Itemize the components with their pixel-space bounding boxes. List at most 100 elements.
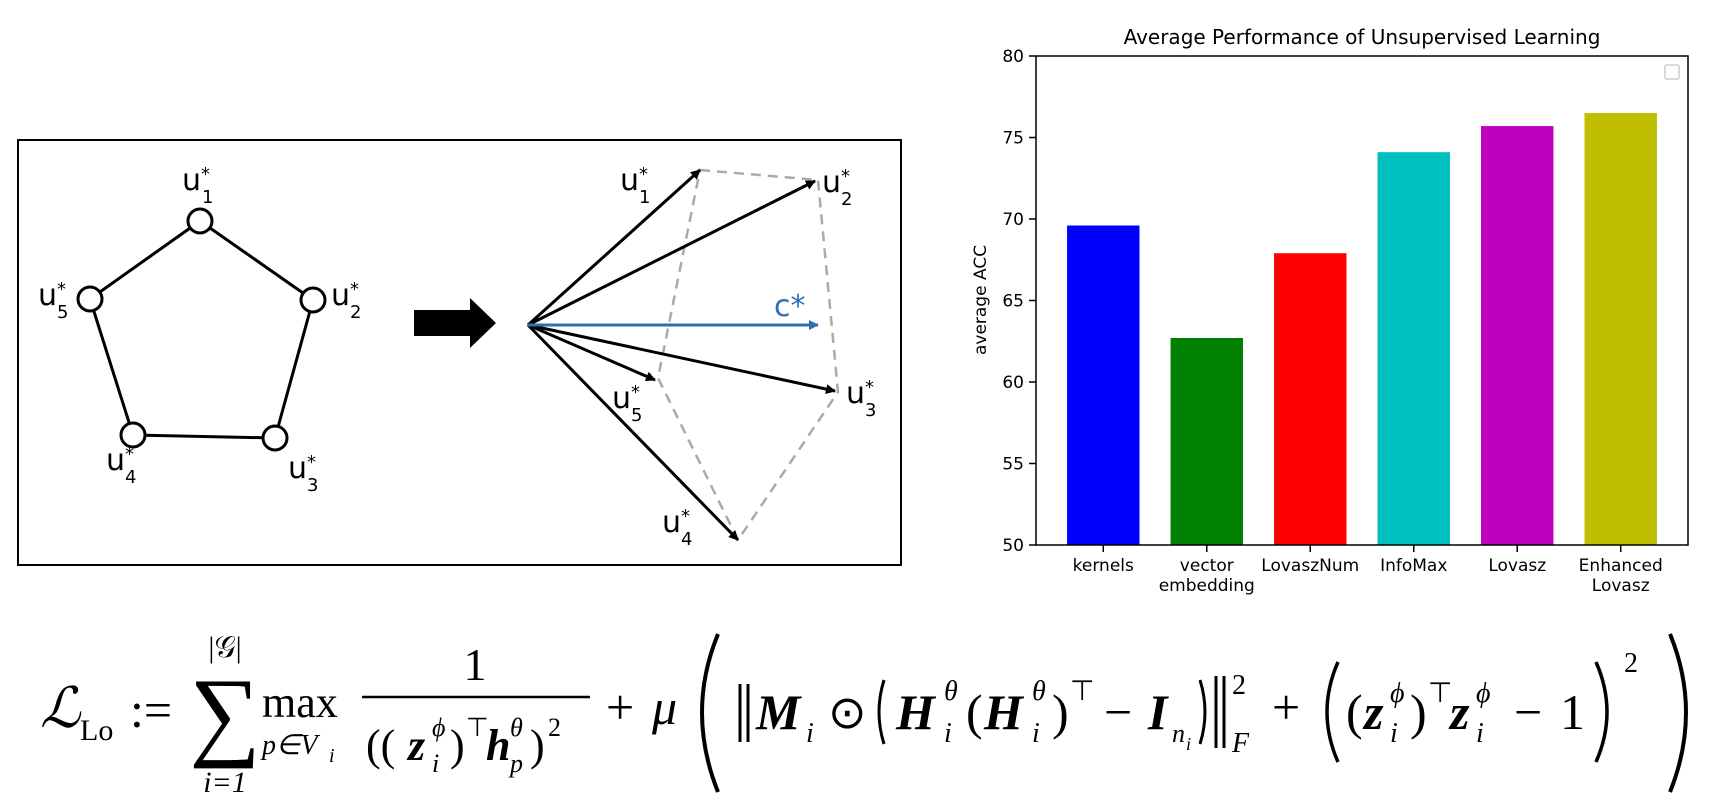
x-tick-label: kernels (1073, 556, 1134, 576)
bar-lovasz (1481, 126, 1554, 545)
vector-u3 (527, 323, 836, 394)
formula-norm-term: M i ⊙ H θ i ( H θ i ) ⊤ − I n i (738, 676, 1226, 754)
y-tick-label: 60 (1002, 373, 1024, 393)
formula-denominator: (( z ϕ i ) ⊤ h θ p ) 2 (366, 713, 561, 778)
svg-text:θ: θ (944, 676, 958, 707)
svg-text:i: i (1390, 718, 1398, 749)
formula-max-sub-i: i (329, 745, 335, 767)
formula-lhs: ℒ (40, 678, 82, 740)
label-u1: u* (182, 163, 210, 198)
vlabel-u2: u* (822, 165, 850, 200)
chart-title: Average Performance of Unsupervised Lear… (1124, 25, 1601, 49)
label-u1-sub: 1 (202, 187, 213, 208)
formula-max: max (262, 678, 338, 727)
vlabel-u1-sub: 1 (639, 187, 650, 208)
y-tick-label: 65 (1002, 292, 1024, 312)
y-axis-label: average ACC (971, 245, 991, 355)
node-u1 (186, 207, 214, 235)
label-u3: u* (288, 451, 316, 486)
svg-text:θ: θ (510, 713, 523, 742)
bar-vector-embedding (1170, 337, 1243, 545)
vlabel-c: c* (774, 289, 806, 324)
vlabel-u3-sub: 3 (865, 400, 876, 421)
svg-text:ϕ: ϕ (1476, 678, 1491, 709)
svg-text:): ) (1052, 684, 1069, 740)
pentagon-graph (88, 219, 315, 440)
svg-text:ϕ: ϕ (432, 713, 445, 742)
x-tick-label: InfoMax (1380, 556, 1447, 576)
diagram-frame (17, 139, 902, 566)
vector-u5 (527, 323, 656, 382)
bar-enhanced-lovasz (1584, 113, 1657, 546)
y-tick-label: 75 (1002, 129, 1024, 149)
formula-unit-norm-term: ( z ϕ i ) ⊤ z ϕ i − 1 (1346, 678, 1585, 749)
svg-text:ϕ: ϕ (1390, 678, 1405, 709)
svg-text:): ) (530, 721, 545, 770)
node-u2 (299, 286, 327, 314)
svg-text:p: p (508, 749, 523, 778)
formula-assign: := (130, 682, 172, 738)
transform-arrow (414, 298, 496, 348)
svg-text:1: 1 (1560, 684, 1585, 740)
svg-text:I: I (1147, 684, 1169, 740)
x-tick-label: vector embedding (1159, 556, 1255, 596)
svg-text:−: − (1514, 684, 1542, 740)
formula-sum: ∑ (189, 658, 260, 769)
label-u5: u* (38, 278, 66, 313)
formula-norm-square: 2 (1232, 670, 1246, 701)
svg-text:((: (( (366, 721, 395, 770)
label-u5-sub: 5 (57, 302, 68, 323)
svg-text:): ) (450, 721, 465, 770)
node-u3 (261, 424, 289, 452)
svg-text:H: H (983, 684, 1025, 740)
svg-text:n: n (1172, 719, 1185, 748)
label-u4: u* (106, 443, 134, 478)
svg-text:z: z (1362, 684, 1384, 740)
svg-text:⊙: ⊙ (828, 687, 867, 738)
label-u2: u* (331, 278, 359, 313)
svg-text:z: z (1448, 684, 1470, 740)
svg-text:H: H (895, 684, 937, 740)
svg-text:i: i (944, 718, 952, 749)
vlabel-u1: u* (620, 163, 648, 198)
vlabel-u5: u* (612, 381, 640, 416)
vector-u4 (526, 323, 740, 542)
big-paren-left (700, 633, 720, 793)
vlabel-u5-sub: 5 (631, 405, 642, 426)
empty-legend (1664, 64, 1680, 80)
svg-text:⊤: ⊤ (1428, 678, 1452, 709)
pentagon-diagram: u* 1 u* 2 u* 3 u* 4 u* 5 u* 1 u* 2 u* 3 … (17, 139, 902, 566)
formula-sum-lower: i=1 (203, 766, 247, 799)
loss-formula: ℒ Lo := |𝒢| ∑ i=1 max p∈V i 1 (( z ϕ i )… (40, 631, 1688, 799)
svg-text:i: i (1032, 718, 1040, 749)
vlabel-u4: u* (662, 505, 690, 540)
node-u5 (76, 285, 104, 313)
svg-text:i: i (1476, 718, 1484, 749)
y-tick-label: 50 (1002, 536, 1024, 556)
x-tick-label: Lovasz (1488, 556, 1546, 576)
bar-chart: Average Performance of Unsupervised Lear… (971, 25, 1689, 596)
formula-plus-1: + (606, 679, 634, 735)
svg-text:h: h (486, 721, 510, 770)
svg-text:i: i (806, 718, 814, 749)
svg-text:2: 2 (548, 713, 561, 742)
svg-text:i: i (1186, 734, 1191, 754)
svg-text:(: ( (1346, 684, 1363, 740)
formula-lhs-sub: Lo (80, 714, 113, 747)
svg-text:M: M (755, 684, 802, 740)
svg-text:z: z (406, 721, 425, 770)
y-tick-label: 70 (1002, 210, 1024, 230)
formula-plus-2: + (1272, 679, 1300, 735)
svg-text:⊤: ⊤ (1070, 676, 1094, 707)
big-paren-right (1668, 633, 1688, 793)
formula-mu: μ (651, 679, 677, 735)
bar-lovasznum (1274, 253, 1347, 546)
x-tick-label: Enhanced Lovasz (1579, 556, 1663, 596)
formula-frob-sub: F (1231, 728, 1250, 759)
paren-left-2 (1325, 661, 1340, 763)
svg-text:−: − (1104, 684, 1132, 740)
formula-sum-upper: |𝒢| (208, 631, 241, 664)
formula-numerator: 1 (464, 639, 487, 690)
svg-text:): ) (1410, 684, 1427, 740)
svg-text:⊤: ⊤ (466, 713, 489, 742)
